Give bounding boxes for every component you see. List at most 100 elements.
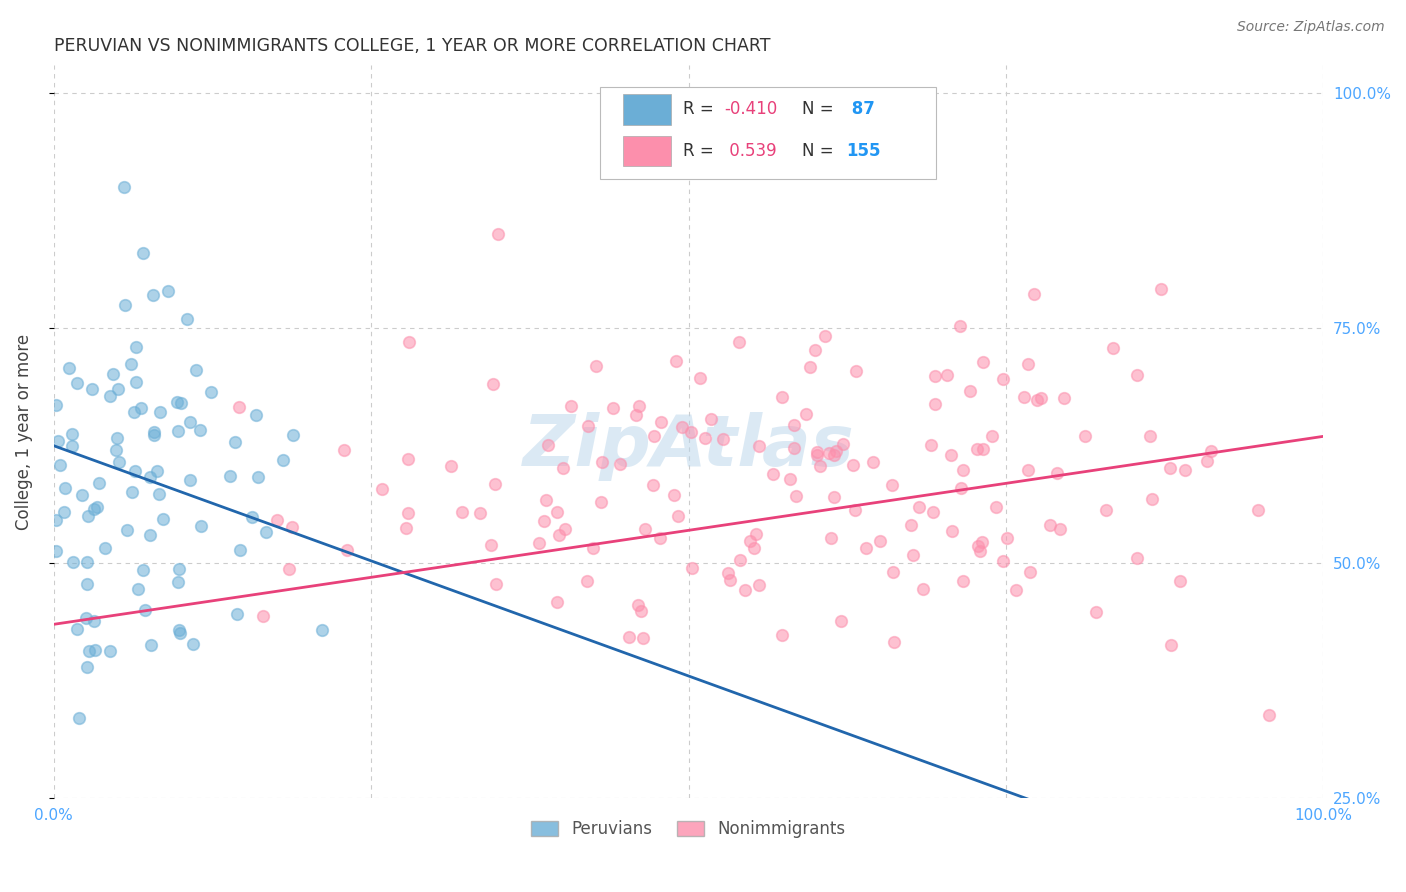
Point xyxy=(823,448,845,462)
Point xyxy=(671,419,693,434)
Point xyxy=(920,438,942,452)
Point xyxy=(75,611,97,625)
Point xyxy=(936,368,959,382)
Point xyxy=(1024,287,1046,301)
Point xyxy=(630,604,652,618)
Point xyxy=(1140,491,1163,506)
Point xyxy=(734,582,756,597)
Point xyxy=(908,500,931,514)
Point xyxy=(744,541,766,556)
Point xyxy=(548,528,571,542)
Point xyxy=(228,400,250,414)
Point xyxy=(995,531,1018,545)
Point xyxy=(980,428,1002,442)
Point xyxy=(482,376,505,391)
Point xyxy=(560,400,582,414)
Point xyxy=(125,340,148,354)
Point xyxy=(534,493,557,508)
Point xyxy=(46,434,69,448)
Text: R =: R = xyxy=(683,142,720,160)
Point xyxy=(585,359,607,373)
Point xyxy=(60,439,83,453)
Point xyxy=(952,574,974,588)
Point xyxy=(783,417,806,432)
Point xyxy=(959,384,981,398)
Point xyxy=(103,368,125,382)
Point xyxy=(785,489,807,503)
Point xyxy=(1017,357,1039,371)
Point xyxy=(157,284,180,298)
Point xyxy=(311,624,333,638)
Text: Source: ZipAtlas.com: Source: ZipAtlas.com xyxy=(1237,20,1385,34)
Point xyxy=(718,573,741,587)
Point xyxy=(1012,390,1035,404)
Point xyxy=(1258,707,1281,722)
Point xyxy=(1049,522,1071,536)
Point xyxy=(1174,462,1197,476)
Point xyxy=(634,522,657,536)
Point xyxy=(131,246,153,260)
Point xyxy=(1126,550,1149,565)
Point xyxy=(609,458,631,472)
Point xyxy=(484,576,506,591)
Point xyxy=(121,485,143,500)
Point xyxy=(179,415,201,429)
Point xyxy=(169,562,191,576)
Point xyxy=(112,180,135,194)
Point xyxy=(148,486,170,500)
Point xyxy=(167,623,190,637)
Point xyxy=(76,577,98,591)
Point xyxy=(266,513,288,527)
Point xyxy=(1018,565,1040,579)
Point xyxy=(83,614,105,628)
Point xyxy=(966,442,988,456)
Text: R =: R = xyxy=(683,100,720,118)
Point xyxy=(45,398,67,412)
Point xyxy=(484,477,506,491)
Point xyxy=(1150,282,1173,296)
Point xyxy=(900,517,922,532)
Point xyxy=(551,461,574,475)
Point xyxy=(278,562,301,576)
Point xyxy=(142,428,165,442)
Point xyxy=(922,505,945,519)
Point xyxy=(1199,444,1222,458)
Point xyxy=(80,382,103,396)
Point xyxy=(188,423,211,437)
Point xyxy=(924,368,946,383)
Point xyxy=(246,469,269,483)
Text: N =: N = xyxy=(801,142,838,160)
Point xyxy=(591,495,613,509)
Point xyxy=(83,501,105,516)
Point xyxy=(120,357,142,371)
Point xyxy=(98,644,121,658)
Point xyxy=(643,429,665,443)
Point xyxy=(814,329,837,343)
Point xyxy=(717,566,740,581)
Point xyxy=(55,481,77,495)
Point xyxy=(546,505,568,519)
Point xyxy=(941,524,963,538)
Point xyxy=(770,628,793,642)
Point xyxy=(89,476,111,491)
Point xyxy=(146,465,169,479)
Point xyxy=(537,438,560,452)
Point xyxy=(1168,574,1191,588)
Point xyxy=(808,459,831,474)
Point xyxy=(225,607,247,621)
Point xyxy=(107,432,129,446)
Point xyxy=(142,425,165,439)
Point xyxy=(666,509,689,524)
Point xyxy=(883,634,905,648)
Point xyxy=(184,363,207,377)
Point xyxy=(169,625,191,640)
Point xyxy=(806,448,828,462)
Point xyxy=(1197,454,1219,468)
Point xyxy=(830,614,852,628)
Point xyxy=(728,334,751,349)
Point xyxy=(76,659,98,673)
Point xyxy=(806,444,828,458)
Point xyxy=(84,643,107,657)
Point xyxy=(972,354,994,368)
Point xyxy=(970,534,993,549)
